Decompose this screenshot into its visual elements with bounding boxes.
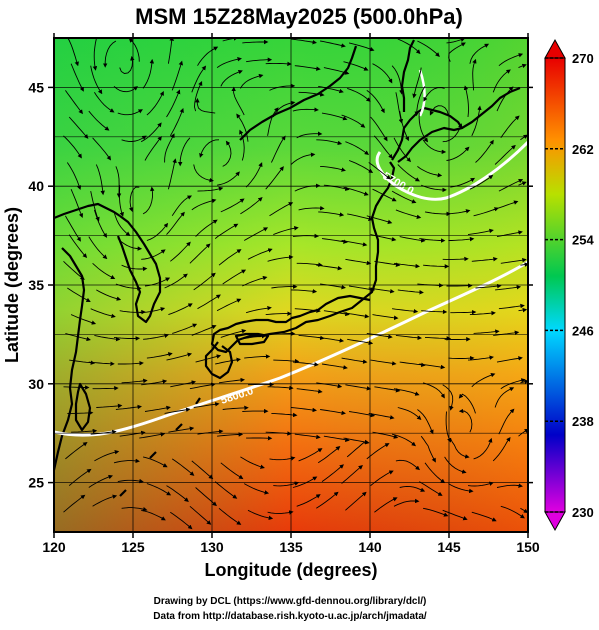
y-tick-label: 40: [28, 178, 44, 194]
x-tick-label: 130: [200, 539, 224, 555]
colorbar-scale: [545, 58, 565, 512]
y-tick-label: 45: [28, 79, 44, 95]
colorbar: 270 262 254 246 238 230: [545, 40, 594, 530]
colorbar-tick-label: 238: [572, 414, 594, 429]
colorbar-min-arrow: [545, 512, 565, 530]
x-tick-label: 135: [279, 539, 303, 555]
wind-streamline: [448, 358, 472, 359]
credit-drawing: Drawing by DCL (https://www.gfd-dennou.o…: [154, 596, 427, 607]
colorbar-tick-label: 246: [572, 323, 594, 338]
colorbar-tick-label: 270: [572, 51, 594, 66]
y-tick-label: 30: [28, 376, 44, 392]
x-tick-label: 150: [516, 539, 540, 555]
credit-data: Data from http://database.rish.kyoto-u.a…: [153, 611, 427, 622]
colorbar-tick-label: 230: [572, 505, 594, 520]
colorbar-tick-label: 262: [572, 142, 594, 157]
chart-title: MSM 15Z28May2025 (500.0hPa): [135, 4, 463, 29]
y-tick-label: 35: [28, 277, 44, 293]
colorbar-max-arrow: [545, 40, 565, 58]
x-tick-label: 145: [437, 539, 461, 555]
x-tick-label: 120: [42, 539, 66, 555]
x-tick-label: 125: [121, 539, 145, 555]
y-axis-label: Latitude (degrees): [2, 207, 22, 363]
x-axis-label: Longitude (degrees): [204, 560, 377, 580]
x-tick-label: 140: [358, 539, 382, 555]
y-tick-label: 25: [28, 475, 44, 491]
plot-area: 5800.0 5700.0: [54, 37, 528, 532]
colorbar-tick-label: 254: [572, 233, 594, 248]
